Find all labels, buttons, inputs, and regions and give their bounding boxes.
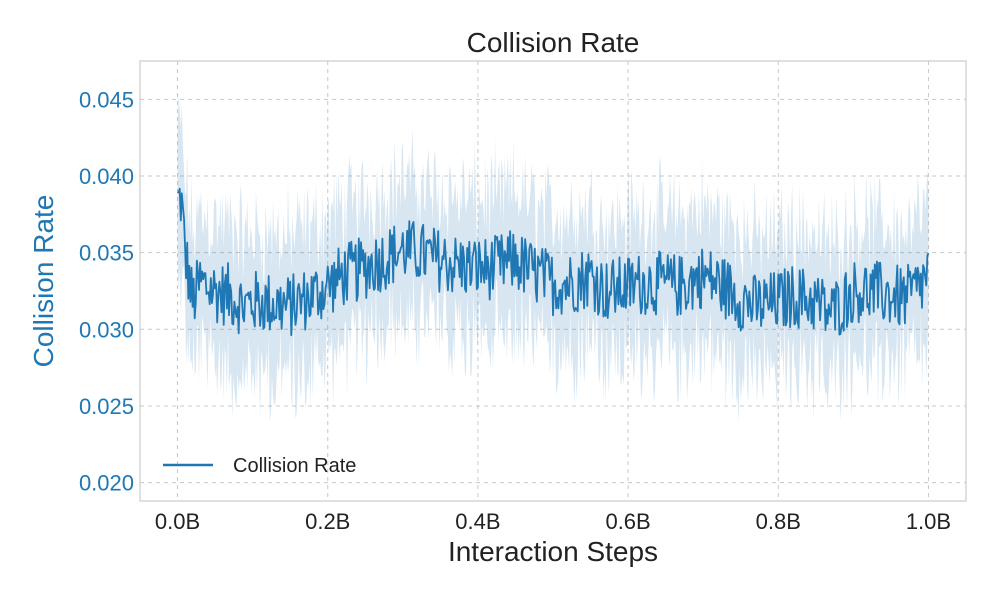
confidence-band: [177, 92, 929, 423]
x-tick-label: 0.8B: [756, 509, 801, 534]
y-axis-label: Collision Rate: [28, 195, 59, 368]
y-tick-label: 0.045: [79, 87, 134, 112]
band-layer: [177, 92, 929, 423]
x-tick-labels: 0.0B 0.2B 0.4B 0.6B 0.8B 1.0B: [155, 509, 951, 534]
x-tick-label: 0.2B: [305, 509, 350, 534]
y-tick-label: 0.040: [79, 164, 134, 189]
chart-title: Collision Rate: [467, 27, 640, 58]
legend-label: Collision Rate: [233, 455, 356, 477]
x-tick-label: 0.4B: [455, 509, 500, 534]
plot-frame: [139, 60, 967, 502]
y-tick-label: 0.030: [79, 317, 134, 342]
y-tick-labels: 0.020 0.025 0.030 0.035 0.040 0.045: [79, 87, 134, 495]
x-tick-label: 0.0B: [155, 509, 200, 534]
legend: Collision Rate: [163, 455, 356, 477]
y-tick-label: 0.035: [79, 241, 134, 266]
series-line-collision-rate: [177, 187, 930, 337]
x-tick-label: 1.0B: [906, 509, 951, 534]
line-layer: [177, 187, 930, 337]
x-tick-label: 0.6B: [605, 509, 650, 534]
x-axis-label: Interaction Steps: [448, 536, 658, 567]
y-tick-label: 0.025: [79, 394, 134, 419]
y-tick-label: 0.020: [79, 471, 134, 496]
